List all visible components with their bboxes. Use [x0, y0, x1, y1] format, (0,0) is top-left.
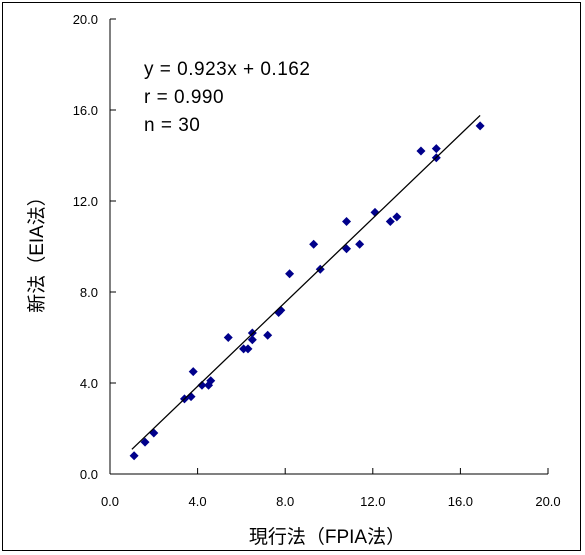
y-tick-label: 8.0	[80, 285, 98, 300]
x-tick-label: 8.0	[276, 494, 294, 509]
y-tick-label: 12.0	[73, 194, 98, 209]
y-axis-label: 新法（EIA法）	[26, 187, 48, 313]
x-ticks: 0.0 4.0 8.0 12.0 16.0 20.0	[101, 468, 561, 509]
data-point	[285, 269, 295, 279]
plot-area	[109, 19, 548, 475]
y-tick-label: 0.0	[80, 467, 98, 482]
data-point	[431, 144, 441, 154]
data-point	[206, 376, 216, 386]
data-point	[188, 367, 198, 377]
data-point	[355, 239, 365, 249]
y-tick-label: 4.0	[80, 376, 98, 391]
data-point	[342, 244, 352, 254]
y-tick-label: 20.0	[73, 12, 98, 27]
r-annotation: r = 0.990	[144, 87, 224, 108]
x-axis-label: 現行法（FPIA法）	[249, 526, 405, 548]
data-point	[247, 335, 257, 345]
y-ticks: 0.0 4.0 8.0 12.0 16.0 20.0	[73, 12, 116, 482]
y-tick-label: 16.0	[73, 103, 98, 118]
data-point	[309, 239, 319, 249]
data-point	[243, 344, 253, 354]
data-points	[129, 121, 485, 461]
data-point	[475, 121, 485, 131]
data-point	[197, 380, 207, 390]
n-annotation: n = 30	[144, 115, 200, 136]
data-point	[129, 451, 139, 461]
data-point	[140, 437, 150, 447]
x-tick-label: 4.0	[189, 494, 207, 509]
data-point	[223, 333, 233, 342]
data-point	[416, 146, 426, 156]
x-tick-label: 0.0	[101, 494, 119, 509]
x-tick-label: 12.0	[360, 494, 385, 509]
x-tick-label: 20.0	[535, 494, 560, 509]
data-point	[342, 216, 352, 226]
regression-line	[131, 114, 481, 450]
equation-annotation: y = 0.923x + 0.162	[144, 59, 310, 80]
data-point	[149, 428, 159, 438]
data-point	[263, 330, 273, 340]
data-point	[385, 216, 395, 226]
chart-frame	[2, 2, 581, 551]
x-tick-label: 16.0	[448, 494, 473, 509]
data-point	[392, 212, 402, 222]
